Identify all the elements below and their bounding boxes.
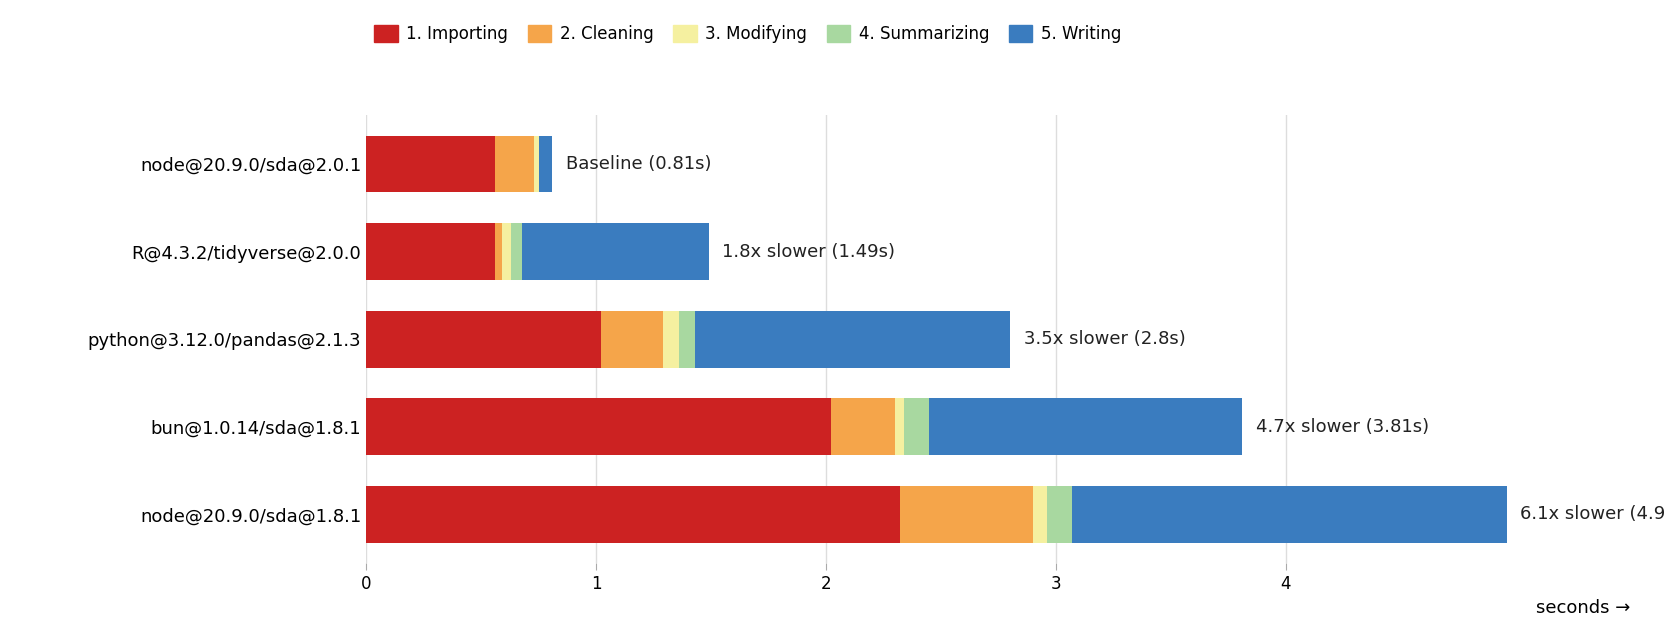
Bar	[522, 223, 709, 280]
Bar	[366, 311, 601, 367]
Bar	[1033, 486, 1047, 543]
Bar	[366, 486, 900, 543]
Bar	[534, 136, 539, 193]
Bar	[503, 223, 511, 280]
Bar	[511, 223, 522, 280]
Bar	[900, 486, 1033, 543]
Bar	[930, 398, 1241, 455]
Bar	[494, 223, 503, 280]
Bar	[830, 398, 895, 455]
Text: 1.8x slower (1.49s): 1.8x slower (1.49s)	[722, 243, 895, 260]
Bar	[1072, 486, 1506, 543]
Bar	[1047, 486, 1072, 543]
Bar	[539, 136, 552, 193]
Bar	[366, 223, 494, 280]
Bar	[494, 136, 534, 193]
Bar	[366, 398, 830, 455]
Text: Baseline (0.81s): Baseline (0.81s)	[566, 155, 712, 173]
Bar	[904, 398, 930, 455]
Bar	[679, 311, 696, 367]
X-axis label: seconds →: seconds →	[1536, 598, 1631, 616]
Legend: 1. Importing, 2. Cleaning, 3. Modifying, 4. Summarizing, 5. Writing: 1. Importing, 2. Cleaning, 3. Modifying,…	[374, 25, 1122, 43]
Bar	[662, 311, 679, 367]
Bar	[895, 398, 904, 455]
Bar	[366, 136, 494, 193]
Text: 3.5x slower (2.8s): 3.5x slower (2.8s)	[1023, 330, 1185, 348]
Bar	[601, 311, 662, 367]
Text: 6.1x slower (4.96s): 6.1x slower (4.96s)	[1521, 506, 1664, 524]
Bar	[696, 311, 1010, 367]
Text: 4.7x slower (3.81s): 4.7x slower (3.81s)	[1256, 418, 1429, 436]
